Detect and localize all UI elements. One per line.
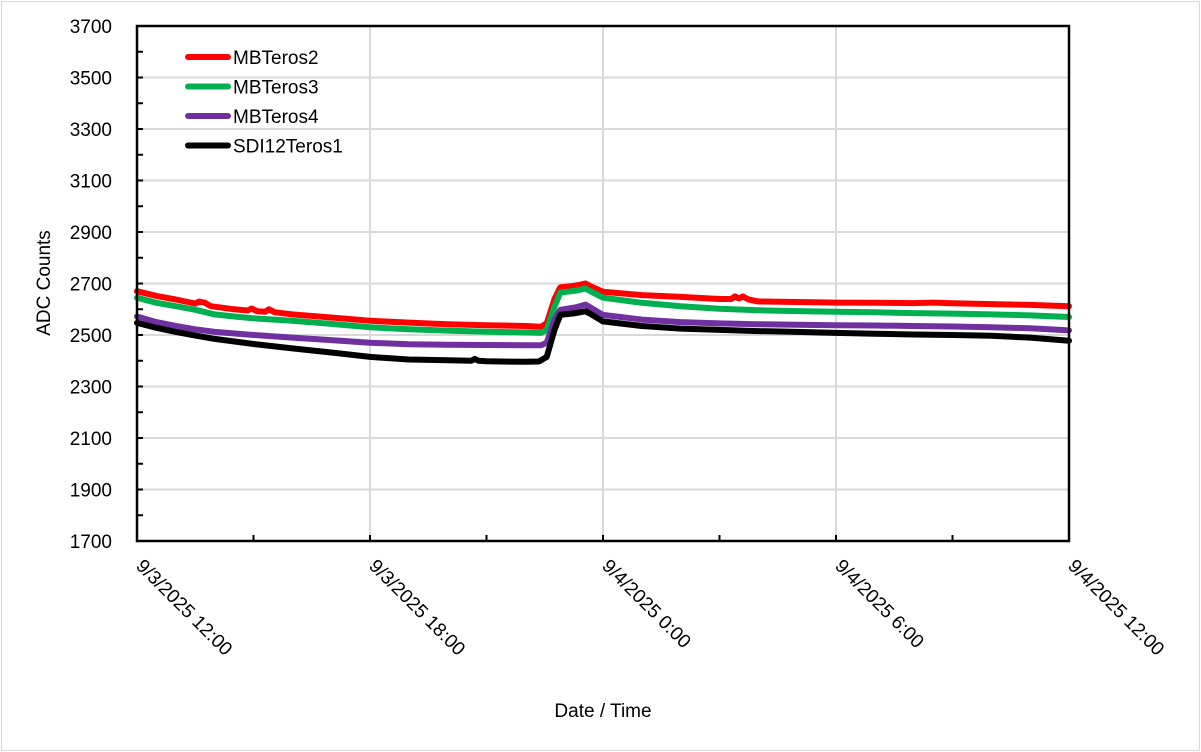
- y-axis-ticks: 1700 1900 2100 2300 2500 2700 2900 3100 3300 3500…: [70, 17, 143, 553]
- series-line-mbteros4: [134, 301, 1072, 349]
- series-lines: [134, 280, 1072, 365]
- y-tick-label: 1900: [70, 481, 112, 502]
- y-tick-label: 2300: [70, 378, 112, 399]
- legend-label: SDI12Teros1: [233, 137, 343, 158]
- x-tick-label: 9/3/2025 12:00: [131, 556, 236, 661]
- legend-label: MBTeros4: [233, 107, 319, 128]
- legend-item-mbteros4: MBTeros4: [185, 107, 319, 128]
- series-line-mbteros3: [134, 285, 1072, 336]
- legend-label: MBTeros3: [233, 78, 319, 99]
- x-axis-ticks: 9/3/2025 12:00 9/3/2025 18:00 9/4/2025 0:0…: [131, 535, 1168, 660]
- legend-item-mbteros3: MBTeros3: [185, 78, 319, 99]
- y-tick-label: 3100: [70, 172, 112, 193]
- y-tick-label: 2900: [70, 223, 112, 244]
- x-tick-label: 9/4/2025 12:00: [1063, 556, 1168, 661]
- y-tick-label: 3300: [70, 120, 112, 141]
- y-tick-label: 1700: [70, 532, 112, 553]
- y-tick-label: 2700: [70, 275, 112, 296]
- y-tick-label: 2500: [70, 326, 112, 347]
- series-line-sdi12teros1: [134, 308, 1072, 365]
- y-tick-label: 2100: [70, 429, 112, 450]
- x-tick-label: 9/3/2025 18:00: [364, 556, 469, 661]
- legend-label: MBTeros2: [233, 48, 319, 69]
- legend: MBTeros2 MBTeros3 MBTeros4 SDI12Teros1: [185, 48, 343, 158]
- x-axis-title: Date / Time: [554, 701, 651, 722]
- y-tick-label: 3500: [70, 69, 112, 90]
- x-tick-label: 9/4/2025 6:00: [830, 556, 927, 653]
- legend-item-sdi12teros1: SDI12Teros1: [185, 137, 343, 158]
- gridlines: [137, 25, 1070, 541]
- legend-item-mbteros2: MBTeros2: [185, 48, 319, 69]
- y-tick-label: 3700: [70, 17, 112, 38]
- x-tick-label: 9/4/2025 0:00: [597, 556, 694, 653]
- y-axis-title: ADC Counts: [34, 230, 55, 336]
